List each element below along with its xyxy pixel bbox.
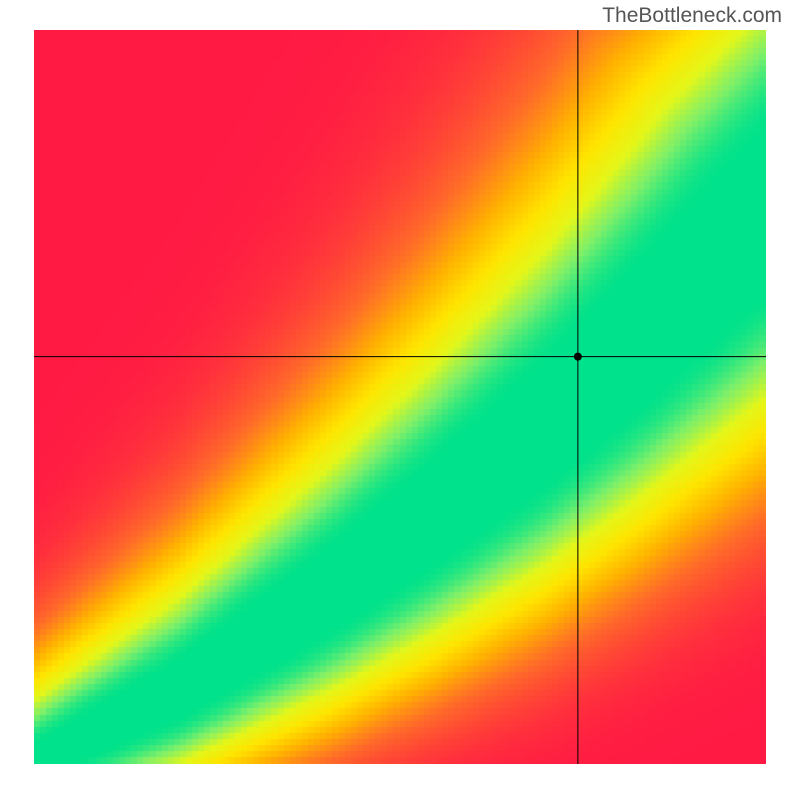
plot-area [34,30,766,764]
bottleneck-heatmap [34,30,766,764]
chart-container: TheBottleneck.com [0,0,800,800]
watermark-text: TheBottleneck.com [602,4,782,28]
